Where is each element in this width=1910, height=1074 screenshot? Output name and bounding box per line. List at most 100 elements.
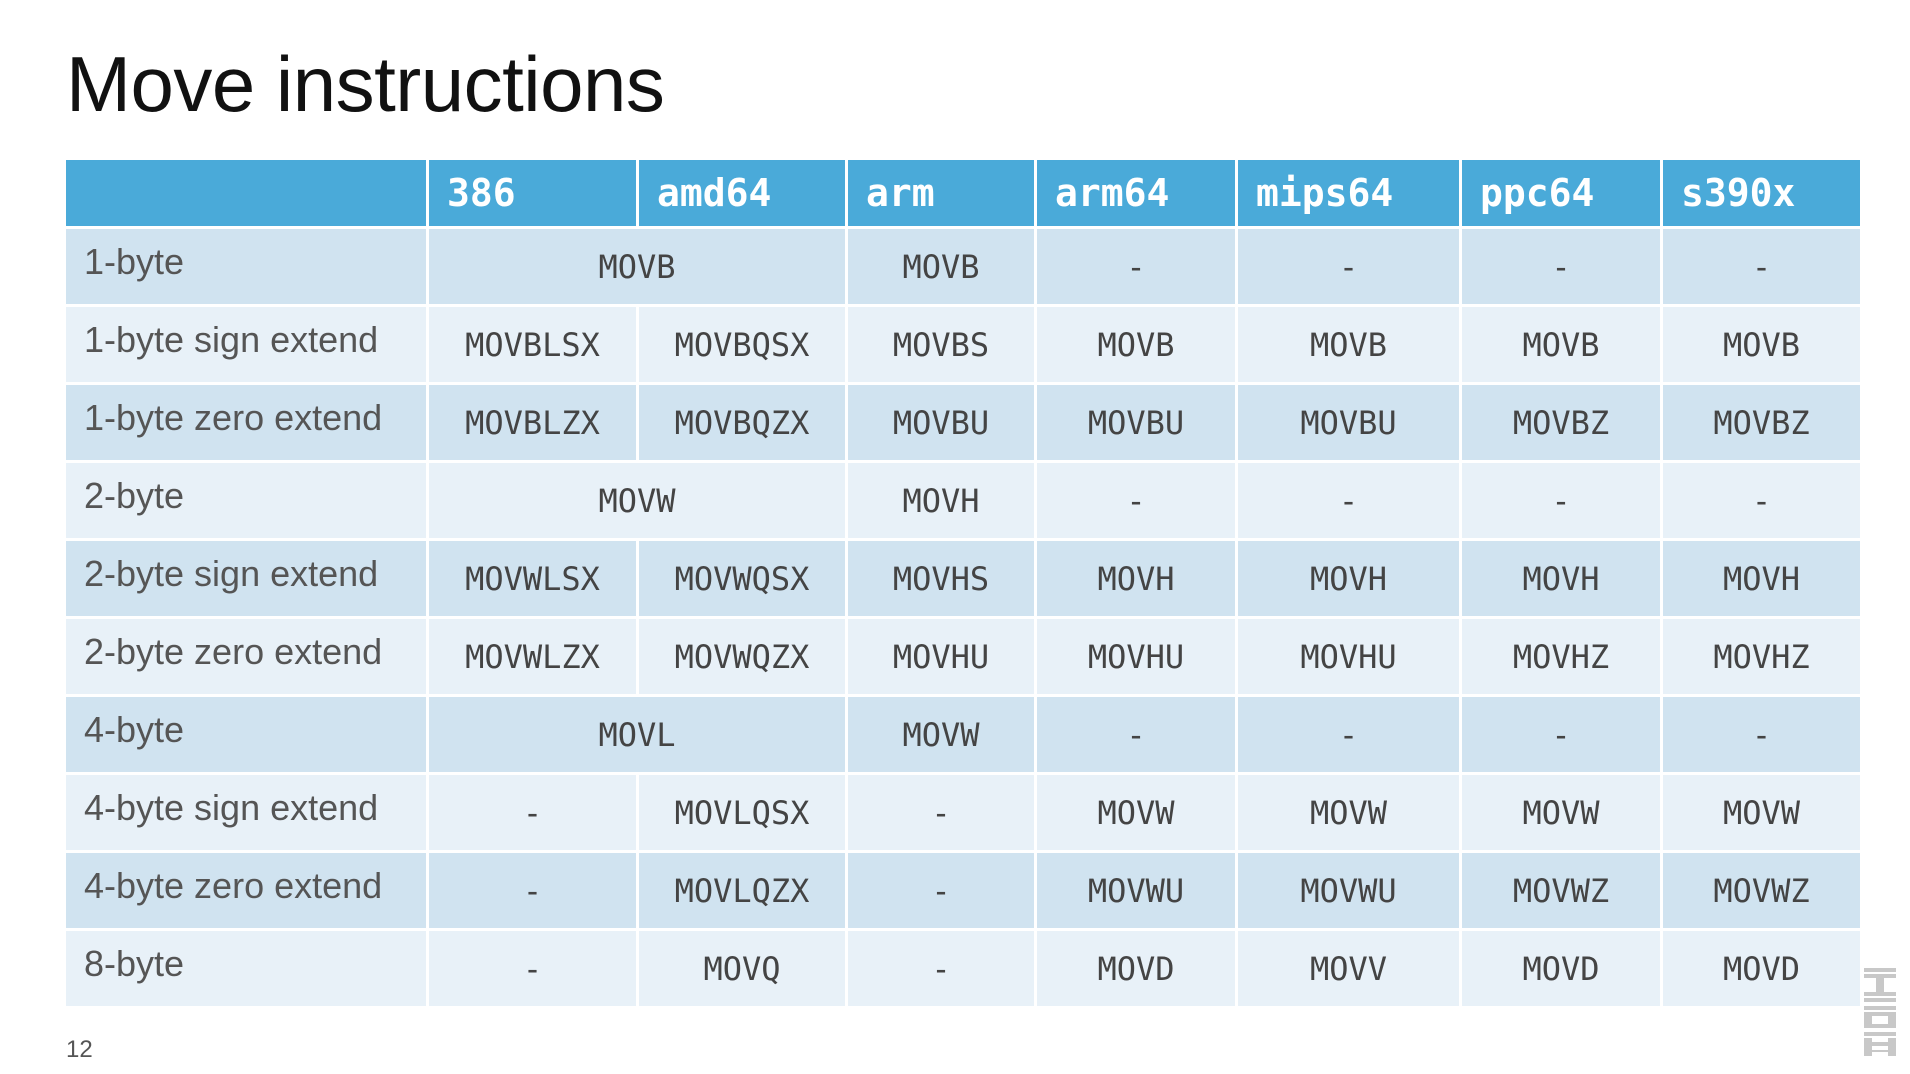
table-cell: -: [1462, 229, 1660, 304]
table-cell: MOVHU: [848, 619, 1034, 694]
table-cell: MOVW: [1663, 775, 1860, 850]
slide-title: Move instructions: [66, 40, 665, 128]
table-row: 2-byte sign extend MOVWLSX MOVWQSX MOVHS…: [66, 541, 1860, 616]
row-label: 8-byte: [66, 931, 426, 1006]
table-cell: -: [1238, 229, 1459, 304]
table-cell: MOVBQSX: [639, 307, 845, 382]
table-cell: MOVBQZX: [639, 385, 845, 460]
table-cell: MOVB: [1663, 307, 1860, 382]
table-header-row: 386 amd64 arm arm64 mips64 ppc64 s390x: [66, 160, 1860, 226]
column-header: ppc64: [1462, 160, 1660, 226]
row-label: 2-byte: [66, 463, 426, 538]
table-cell: -: [1037, 463, 1235, 538]
table-cell: -: [848, 853, 1034, 928]
table-cell: -: [1462, 697, 1660, 772]
row-label: 2-byte zero extend: [66, 619, 426, 694]
table-cell: MOVBU: [848, 385, 1034, 460]
table-cell: MOVBS: [848, 307, 1034, 382]
table-row: 8-byte - MOVQ - MOVD MOVV MOVD MOVD: [66, 931, 1860, 1006]
table-cell: MOVLQZX: [639, 853, 845, 928]
table-cell: MOVB: [429, 229, 845, 304]
table-cell: MOVL: [429, 697, 845, 772]
table-cell: MOVWQSX: [639, 541, 845, 616]
table-cell: -: [848, 775, 1034, 850]
table-cell: MOVD: [1037, 931, 1235, 1006]
table-cell: MOVWU: [1037, 853, 1235, 928]
column-header: [66, 160, 426, 226]
table-cell: MOVHU: [1238, 619, 1459, 694]
table-cell: MOVV: [1238, 931, 1459, 1006]
table-cell: MOVHS: [848, 541, 1034, 616]
table-cell: MOVB: [848, 229, 1034, 304]
table-cell: MOVB: [1462, 307, 1660, 382]
table-cell: MOVWLZX: [429, 619, 636, 694]
table-cell: -: [1663, 229, 1860, 304]
table-cell: MOVBU: [1037, 385, 1235, 460]
column-header: arm: [848, 160, 1034, 226]
table-cell: -: [429, 931, 636, 1006]
table-cell: MOVB: [1037, 307, 1235, 382]
table-cell: MOVBLZX: [429, 385, 636, 460]
table-cell: -: [1238, 463, 1459, 538]
table-cell: MOVW: [848, 697, 1034, 772]
table-row: 2-byte zero extend MOVWLZX MOVWQZX MOVHU…: [66, 619, 1860, 694]
table-cell: MOVHZ: [1663, 619, 1860, 694]
table-cell: -: [1462, 463, 1660, 538]
table-cell: MOVLQSX: [639, 775, 845, 850]
ibm-logo-icon: [1864, 968, 1896, 1056]
table-cell: MOVH: [1663, 541, 1860, 616]
table-cell: MOVW: [429, 463, 845, 538]
table-cell: MOVBZ: [1663, 385, 1860, 460]
row-label: 2-byte sign extend: [66, 541, 426, 616]
table-cell: MOVH: [848, 463, 1034, 538]
table-row: 4-byte MOVL MOVW - - - -: [66, 697, 1860, 772]
table-cell: MOVWLSX: [429, 541, 636, 616]
table-cell: MOVWZ: [1462, 853, 1660, 928]
table-cell: MOVH: [1238, 541, 1459, 616]
column-header: arm64: [1037, 160, 1235, 226]
table-cell: MOVHZ: [1462, 619, 1660, 694]
row-label: 1-byte sign extend: [66, 307, 426, 382]
table-cell: MOVB: [1238, 307, 1459, 382]
table-cell: -: [1037, 229, 1235, 304]
table-cell: -: [1037, 697, 1235, 772]
table-cell: MOVWQZX: [639, 619, 845, 694]
table-cell: MOVW: [1238, 775, 1459, 850]
row-label: 1-byte zero extend: [66, 385, 426, 460]
table-cell: MOVH: [1037, 541, 1235, 616]
table-row: 4-byte sign extend - MOVLQSX - MOVW MOVW…: [66, 775, 1860, 850]
table-cell: MOVBZ: [1462, 385, 1660, 460]
table-cell: MOVD: [1663, 931, 1860, 1006]
column-header: mips64: [1238, 160, 1459, 226]
table-cell: -: [429, 853, 636, 928]
page-number: 12: [66, 1036, 93, 1063]
table-cell: MOVH: [1462, 541, 1660, 616]
row-label: 4-byte: [66, 697, 426, 772]
move-instructions-table: 386 amd64 arm arm64 mips64 ppc64 s390x 1…: [63, 157, 1863, 1009]
column-header: s390x: [1663, 160, 1860, 226]
table-cell: -: [1663, 697, 1860, 772]
table-cell: -: [429, 775, 636, 850]
table-cell: MOVBLSX: [429, 307, 636, 382]
row-label: 4-byte sign extend: [66, 775, 426, 850]
row-label: 4-byte zero extend: [66, 853, 426, 928]
table-row: 1-byte MOVB MOVB - - - -: [66, 229, 1860, 304]
table-cell: -: [1238, 697, 1459, 772]
table-row: 2-byte MOVW MOVH - - - -: [66, 463, 1860, 538]
column-header: amd64: [639, 160, 845, 226]
table-cell: MOVHU: [1037, 619, 1235, 694]
table-cell: -: [848, 931, 1034, 1006]
table-cell: MOVBU: [1238, 385, 1459, 460]
row-label: 1-byte: [66, 229, 426, 304]
table-cell: MOVW: [1037, 775, 1235, 850]
column-header: 386: [429, 160, 636, 226]
table-row: 4-byte zero extend - MOVLQZX - MOVWU MOV…: [66, 853, 1860, 928]
table-cell: MOVWU: [1238, 853, 1459, 928]
table-cell: MOVWZ: [1663, 853, 1860, 928]
table-cell: -: [1663, 463, 1860, 538]
table-cell: MOVD: [1462, 931, 1660, 1006]
table-row: 1-byte sign extend MOVBLSX MOVBQSX MOVBS…: [66, 307, 1860, 382]
table-cell: MOVW: [1462, 775, 1660, 850]
table-row: 1-byte zero extend MOVBLZX MOVBQZX MOVBU…: [66, 385, 1860, 460]
table-cell: MOVQ: [639, 931, 845, 1006]
